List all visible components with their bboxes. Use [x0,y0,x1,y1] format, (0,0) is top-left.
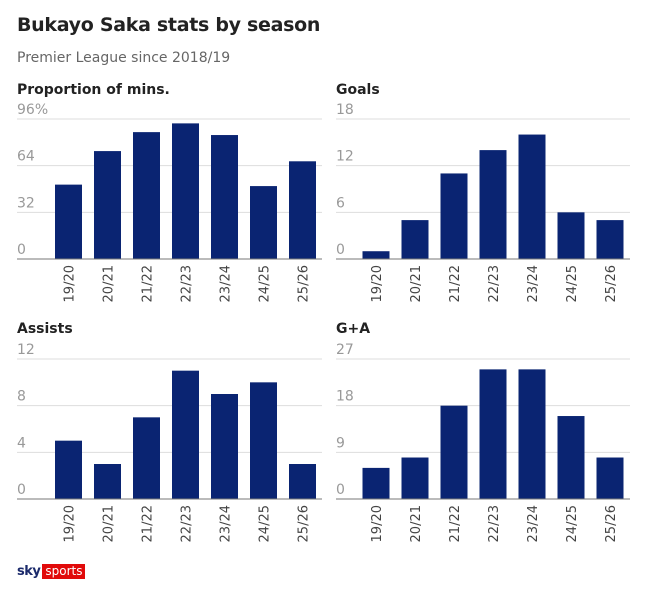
bar-24-25 [250,382,277,499]
x-tick-label: 20/21 [102,265,117,302]
bar-19-20 [55,184,82,259]
bar-21-22 [133,417,160,499]
bar-22-23 [172,123,199,259]
bar-21-22 [440,173,468,259]
bar-22-23 [172,370,199,499]
x-tick-label: 24/25 [258,505,273,542]
y-tick-label: 9 [336,435,345,451]
x-tick-label: 23/24 [526,265,541,302]
y-tick-label: 12 [336,149,354,165]
bar-22-23 [479,150,507,259]
bar-20-21 [401,220,429,259]
bar-24-25 [557,416,585,499]
chart-title: G+A [336,321,370,337]
bar-25-26 [289,161,316,259]
x-tick-label: 25/26 [297,265,312,302]
chart-title: Assists [17,321,73,337]
x-tick-label: 20/21 [409,265,424,302]
x-tick-label: 21/22 [448,265,463,302]
bar-23-24 [518,369,546,499]
bar-21-22 [440,405,468,499]
x-tick-label: 20/21 [102,505,117,542]
y-tick-label: 27 [336,342,354,358]
y-tick-label: 18 [336,102,354,118]
bar-24-25 [250,186,277,259]
x-tick-label: 23/24 [219,505,234,542]
y-tick-label: 32 [17,195,35,211]
x-tick-label: 25/26 [297,505,312,542]
logo-sky-text: sky [17,563,41,579]
x-tick-label: 23/24 [526,505,541,542]
bar-21-22 [133,132,160,259]
x-tick-label: 25/26 [604,265,619,302]
x-tick-label: 21/22 [141,505,156,542]
bar-20-21 [401,457,429,499]
y-tick-label: 12 [17,342,35,358]
page-title: Bukayo Saka stats by season [17,14,321,36]
x-tick-label: 21/22 [141,265,156,302]
bar-22-23 [479,369,507,499]
x-tick-label: 19/20 [63,265,78,302]
y-tick-label: 18 [336,389,354,405]
page-subtitle: Premier League since 2018/19 [17,50,231,66]
x-tick-label: 25/26 [604,505,619,542]
bar-20-21 [94,464,121,499]
bar-19-20 [362,467,390,499]
bar-23-24 [518,134,546,259]
bar-20-21 [94,151,121,259]
chart-proportion-of-mins-: Proportion of mins. 0 32 64 96% 19/20 20/21 21/… [17,82,322,302]
x-tick-label: 22/23 [180,265,195,302]
y-tick-label: 6 [336,195,345,211]
x-tick-label: 19/20 [370,265,385,302]
x-tick-label: 22/23 [487,265,502,302]
x-tick-label: 23/24 [219,265,234,302]
y-tick-label: 0 [336,242,345,258]
x-tick-label: 21/22 [448,505,463,542]
chart-title: Goals [336,82,380,98]
bar-19-20 [55,440,82,499]
bar-25-26 [289,464,316,499]
y-tick-label: 0 [17,242,26,258]
bar-25-26 [596,220,624,259]
x-tick-label: 24/25 [258,265,273,302]
bar-23-24 [211,135,238,259]
x-tick-label: 22/23 [180,505,195,542]
x-tick-label: 24/25 [565,505,580,542]
chart-goals: Goals 0 6 12 18 19/20 20/21 21/22 22/23 23/24 24/2… [336,82,630,302]
x-tick-label: 24/25 [565,265,580,302]
x-tick-label: 19/20 [63,505,78,542]
y-tick-label: 4 [17,435,26,451]
x-tick-label: 20/21 [409,505,424,542]
y-tick-label: 0 [17,482,26,498]
chart-assists: Assists 0 4 8 12 19/20 20/21 21/22 22/23 23/24 24/… [17,321,322,542]
y-tick-label: 96% [17,102,48,118]
bar-24-25 [557,212,585,259]
bar-25-26 [596,457,624,499]
y-tick-label: 64 [17,149,35,165]
y-tick-label: 8 [17,389,26,405]
logo-sports-text: sports [42,563,86,579]
bar-19-20 [362,251,390,259]
y-tick-label: 0 [336,482,345,498]
x-tick-label: 22/23 [487,505,502,542]
x-tick-label: 19/20 [370,505,385,542]
bar-23-24 [211,394,238,499]
sky-sports-logo: sky sports [17,563,86,579]
chart-title: Proportion of mins. [17,82,170,98]
chart-g-a: G+A 0 9 18 27 19/20 20/21 21/22 22/23 23/24 24/25 2… [336,321,630,542]
